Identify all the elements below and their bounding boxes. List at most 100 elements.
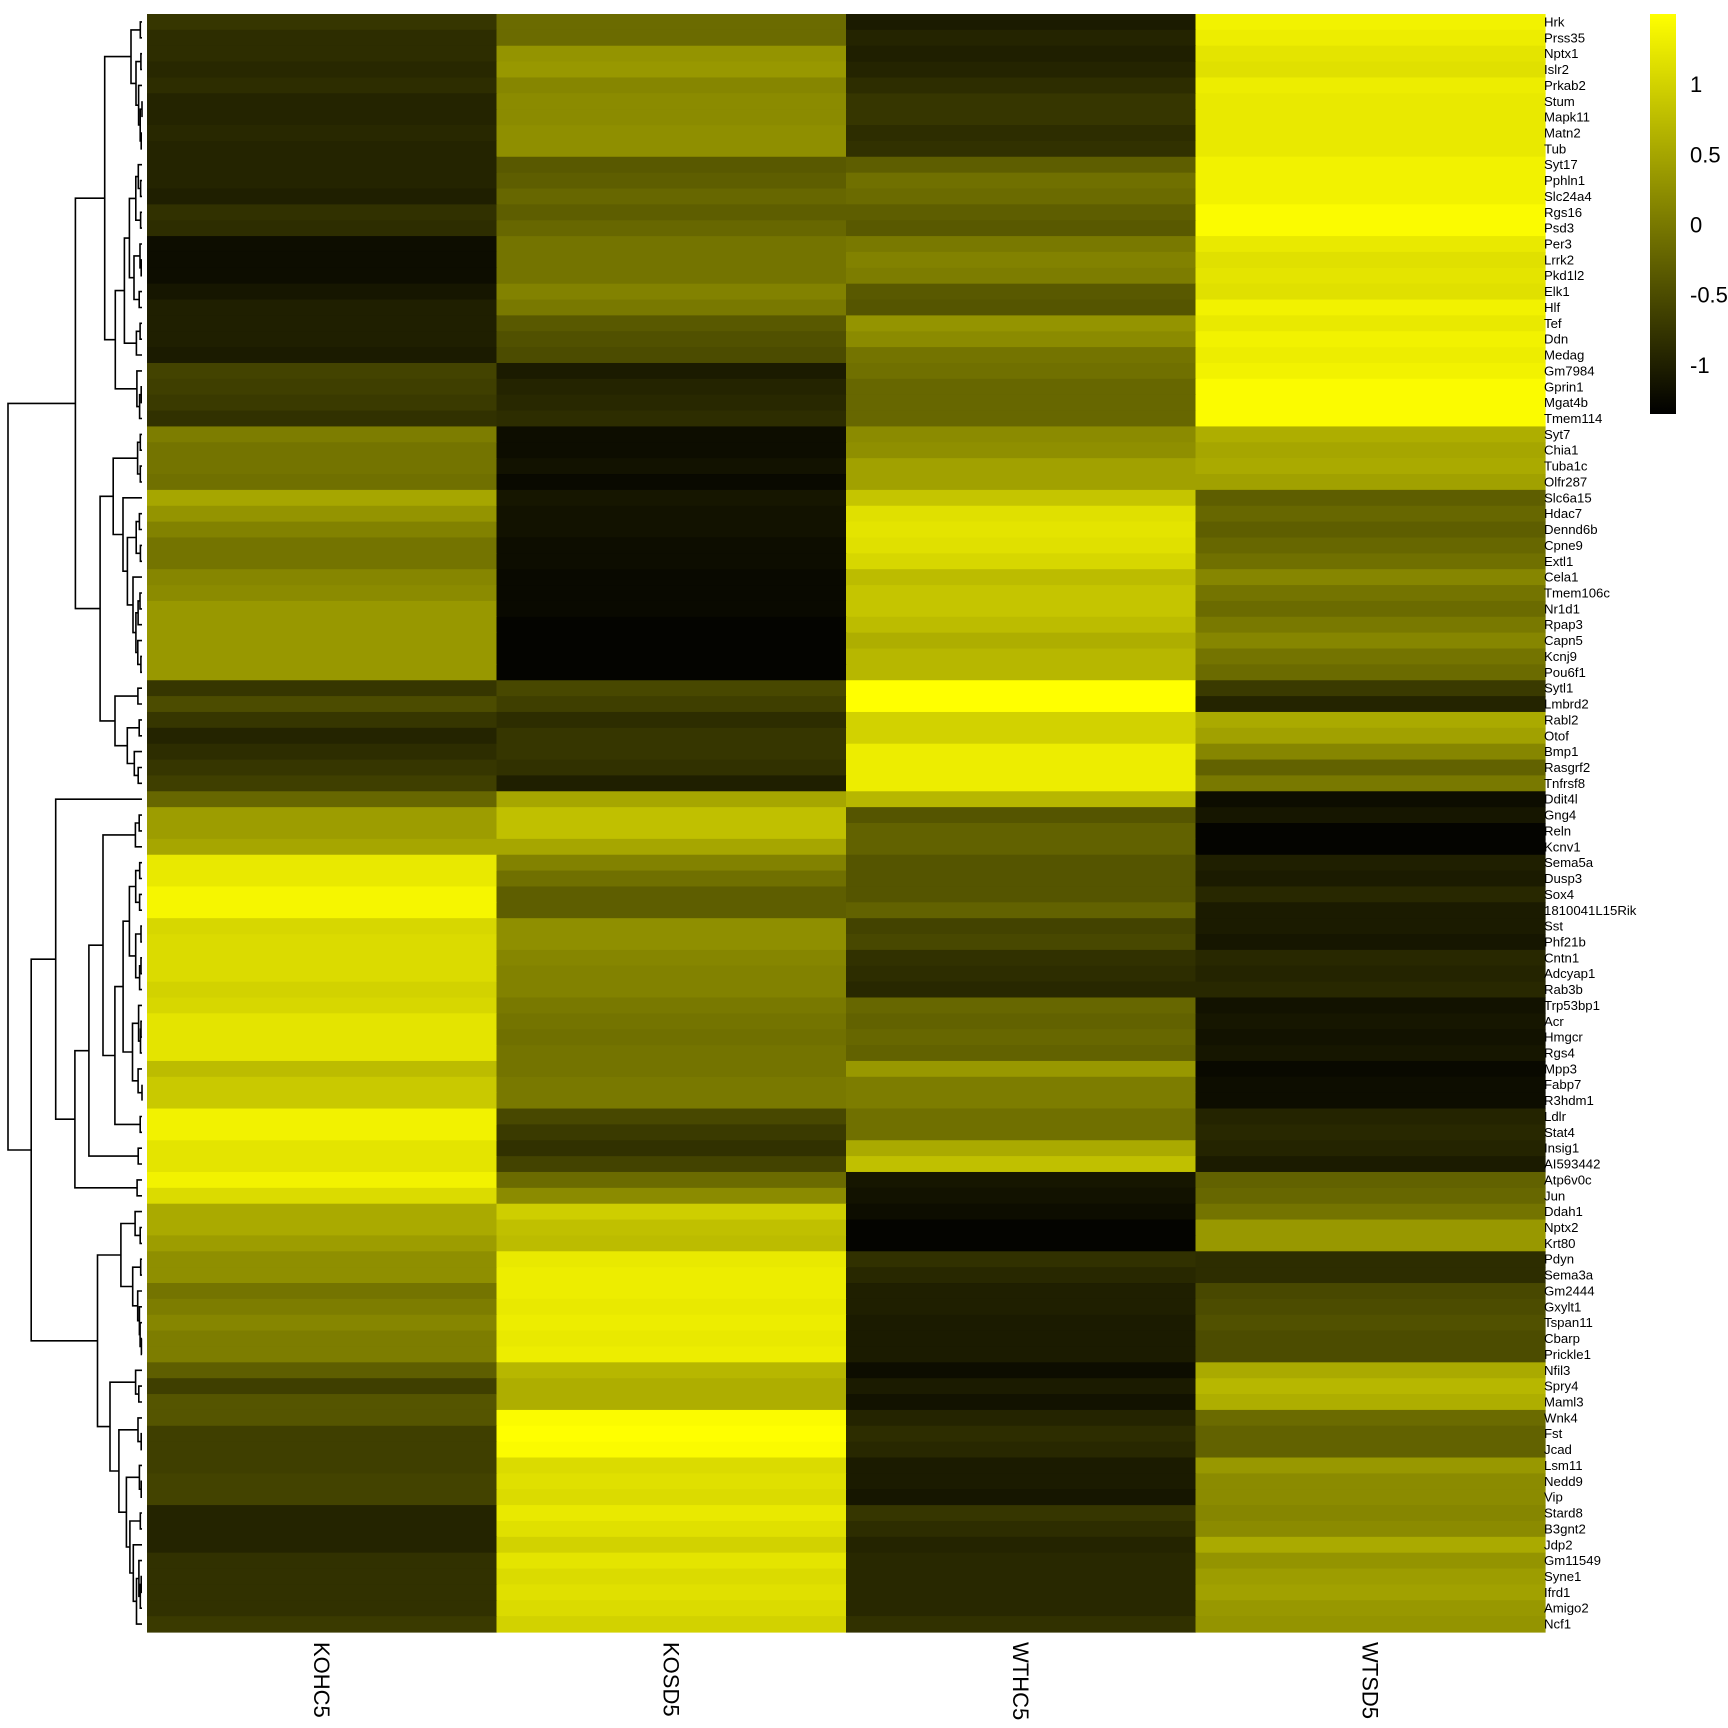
heatmap-cell: [496, 759, 847, 777]
heatmap-cell: [846, 791, 1197, 808]
heatmap-cell: [496, 1330, 847, 1348]
heatmap-cell: [1195, 727, 1546, 745]
heatmap-cell: [496, 1314, 847, 1332]
heatmap-cell: [846, 1378, 1197, 1395]
heatmap-cell: [496, 299, 847, 316]
heatmap-cell: [496, 45, 847, 63]
row-label: Pphln1: [1544, 173, 1585, 188]
heatmap-cell: [147, 870, 498, 888]
row-label: Syt17: [1544, 157, 1578, 172]
row-label: Cpne9: [1544, 538, 1583, 553]
heatmap-cell: [496, 1283, 847, 1300]
heatmap-cell: [1195, 759, 1546, 777]
heatmap-cell: [1195, 648, 1546, 665]
row-label: Prkab2: [1544, 78, 1586, 93]
row-label: Syne1: [1544, 1569, 1581, 1584]
heatmap-cell: [846, 743, 1197, 761]
heatmap-cell: [147, 362, 498, 380]
heatmap-cell: [147, 648, 498, 665]
heatmap-cell: [1195, 236, 1546, 253]
dendrogram-branch: [109, 1381, 136, 1472]
heatmap-cell: [496, 347, 847, 364]
heatmap-cell: [1195, 61, 1546, 79]
heatmap-cell: [1195, 870, 1546, 888]
heatmap-cell: [147, 220, 498, 237]
column-label: KOHC5: [309, 1642, 334, 1718]
heatmap-cell: [147, 77, 498, 94]
heatmap-cell: [496, 521, 847, 539]
heatmap-cell: [496, 727, 847, 745]
heatmap-cell: [1195, 664, 1546, 681]
heatmap-cell: [1195, 45, 1546, 63]
heatmap-cell: [147, 1235, 498, 1252]
heatmap-cell: [147, 1457, 498, 1474]
dendrogram-branch: [139, 465, 142, 483]
heatmap-cell: [496, 267, 847, 285]
heatmap-cell: [496, 410, 847, 428]
heatmap-cell: [496, 791, 847, 808]
dendrogram-branch: [138, 290, 142, 309]
heatmap-cell: [1195, 29, 1546, 47]
heatmap-cell: [147, 1378, 498, 1395]
heatmap-cell: [147, 1616, 498, 1633]
heatmap-cell: [1195, 1235, 1546, 1252]
heatmap-cell: [496, 220, 847, 237]
heatmap-cell: [496, 569, 847, 586]
heatmap-cell: [1195, 474, 1546, 491]
color-legend: 1 0.5 0 -0.5 -1: [1650, 14, 1728, 414]
heatmap-cell: [147, 854, 498, 872]
row-label: Spry4: [1544, 1379, 1578, 1394]
heatmap-cell: [147, 156, 498, 174]
dendrogram-branch: [136, 1179, 142, 1197]
row-label: Reln: [1544, 823, 1571, 838]
heatmap-cell: [846, 61, 1197, 79]
row-label: Sema5a: [1544, 855, 1594, 870]
heatmap-cell: [496, 394, 847, 412]
heatmap-cell: [1195, 838, 1546, 856]
heatmap-cell: [1195, 109, 1546, 126]
heatmap-cell: [846, 315, 1197, 332]
heatmap-cell: [147, 172, 498, 190]
row-label: Sst: [1544, 919, 1563, 934]
heatmap-cell: [147, 125, 498, 142]
heatmap-cell: [846, 965, 1197, 983]
heatmap-cell: [147, 299, 498, 316]
heatmap-cell: [496, 648, 847, 665]
heatmap-cell: [147, 1171, 498, 1189]
heatmap-cell: [147, 1584, 498, 1601]
heatmap-cell: [1195, 1076, 1546, 1094]
heatmap-cell: [846, 553, 1197, 570]
heatmap-cell: [147, 1473, 498, 1490]
heatmap-cell: [846, 1171, 1197, 1189]
row-label: Tmem106c: [1544, 585, 1610, 600]
heatmap-cell: [1195, 1124, 1546, 1141]
heatmap-cell: [147, 616, 498, 634]
heatmap-cell: [147, 965, 498, 983]
heatmap-cell: [846, 854, 1197, 872]
heatmap-cell: [147, 696, 498, 713]
row-label: Phf21b: [1544, 934, 1586, 949]
heatmap-cell: [147, 14, 498, 31]
dendrogram-branch: [114, 985, 141, 1126]
heatmap-cell: [147, 29, 498, 47]
dendrogram-branch: [126, 727, 140, 765]
heatmap-cell: [1195, 188, 1546, 205]
heatmap-cell: [1195, 791, 1546, 808]
heatmap-cell: [147, 1362, 498, 1379]
row-label: Per3: [1544, 237, 1572, 252]
heatmap-cell: [496, 1489, 847, 1506]
heatmap-cell: [496, 14, 847, 31]
heatmap-cell: [147, 934, 498, 951]
heatmap-cell: [496, 1441, 847, 1459]
dendrogram-branch: [122, 497, 142, 572]
row-label: Extl1: [1544, 554, 1573, 569]
heatmap-cell: [496, 902, 847, 919]
row-label: Mpp3: [1544, 1061, 1577, 1076]
heatmap-cell: [496, 1108, 847, 1125]
row-label: Sox4: [1544, 887, 1574, 902]
row-label: Hlf: [1544, 300, 1560, 315]
heatmap-cell: [1195, 1394, 1546, 1411]
heatmap-cell: [1195, 204, 1546, 221]
heatmap-cell: [496, 743, 847, 761]
heatmap-cell: [496, 600, 847, 618]
